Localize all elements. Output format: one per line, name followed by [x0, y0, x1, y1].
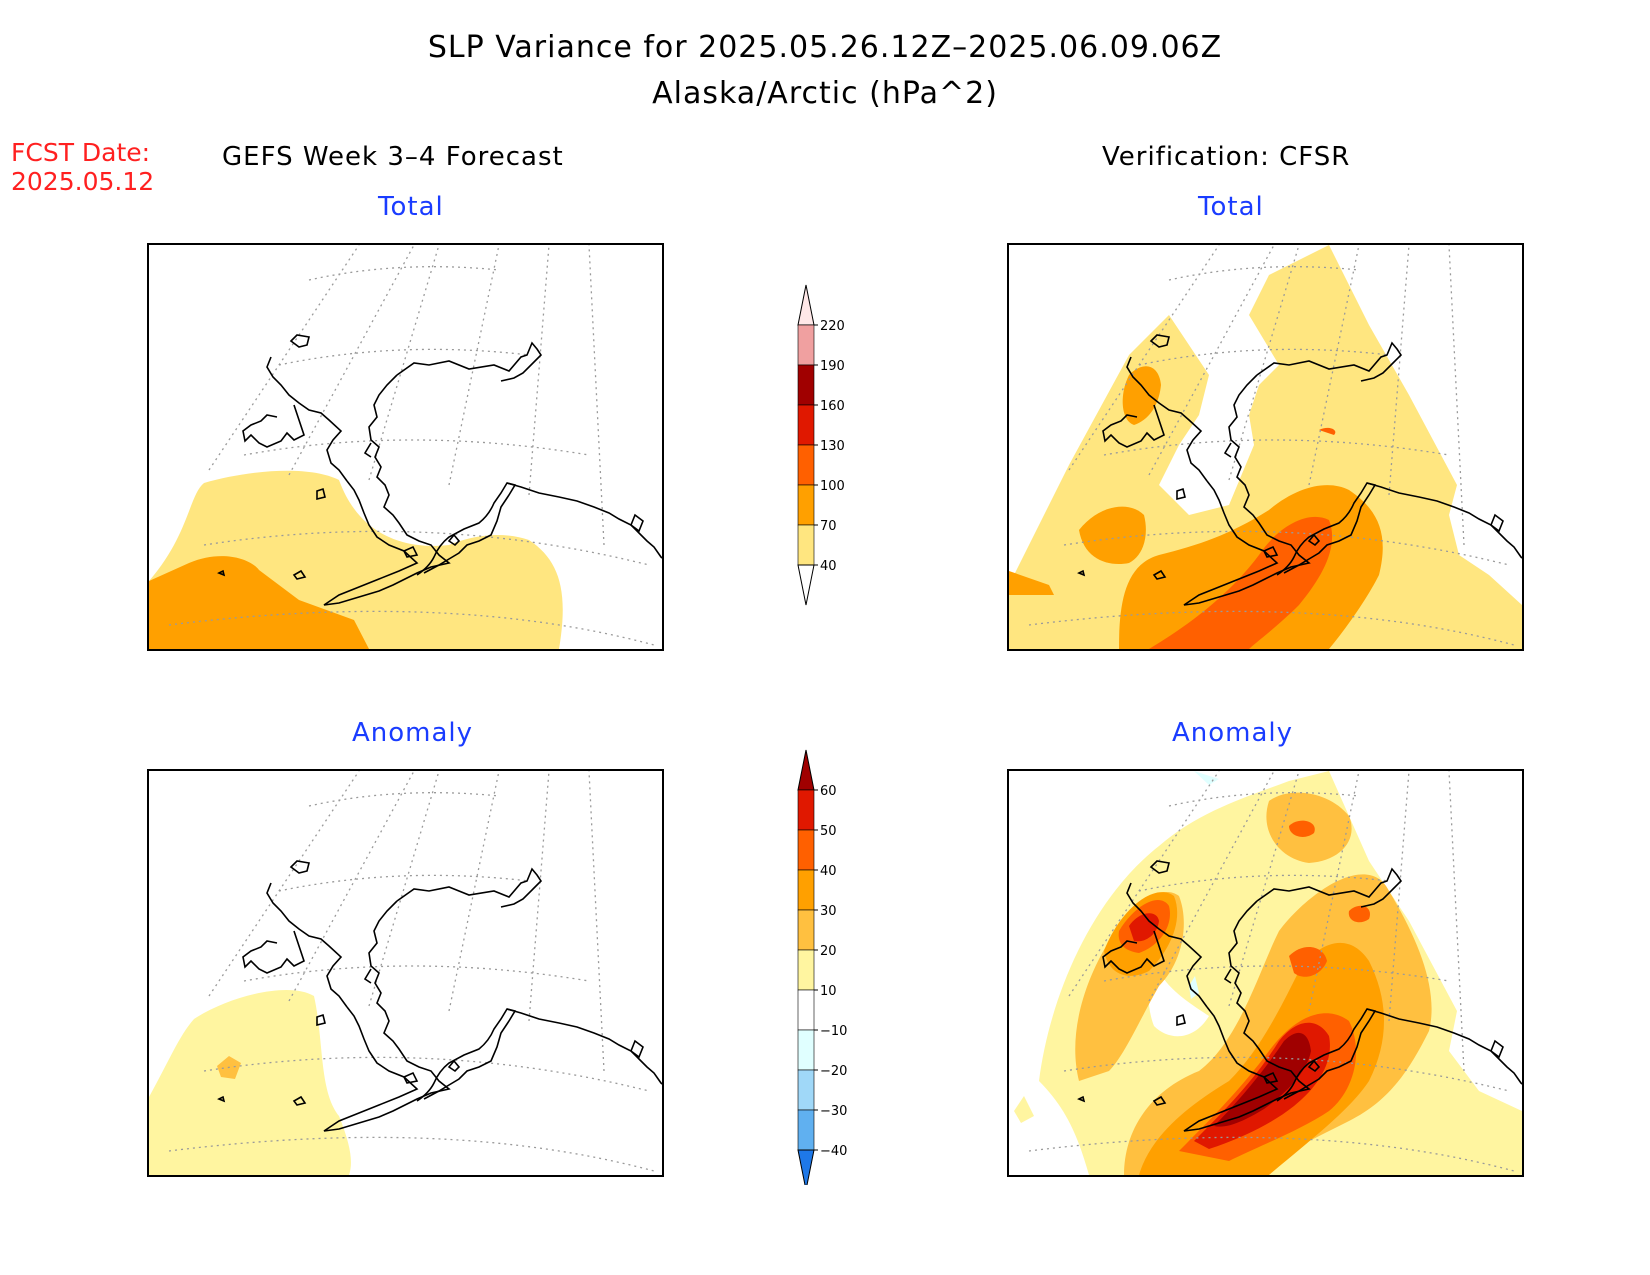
colorbar-total: 40 70 100 130 160 190 220: [797, 284, 845, 606]
map-cfsr-total: [1009, 245, 1522, 649]
colorbar-anomaly-box: [797, 869, 815, 911]
fcst-date-block: FCST Date: 2025.05.12: [11, 138, 154, 196]
map-cfsr-anomaly: [1014, 771, 1522, 1175]
left-column-header: GEFS Week 3–4 Forecast: [222, 142, 564, 172]
contour-40-50-north: [1289, 820, 1315, 837]
colorbar-anomaly-tick-label: −30: [820, 1104, 847, 1119]
colorbar-total-tick-label: 220: [820, 319, 845, 334]
contour-100-130-small: [1319, 427, 1336, 435]
main-title: SLP Variance for 2025.05.26.12Z–2025.06.…: [427, 30, 1223, 65]
contour-100-130-gulf: [1149, 516, 1333, 649]
colorbar-anomaly-box: [797, 1109, 815, 1151]
contour-40-50-ne: [1348, 905, 1370, 923]
colorbar-total-tick-label: 40: [820, 559, 837, 574]
colorbar-anomaly-box: [797, 789, 815, 831]
map-panel-gefs-anomaly: [147, 769, 664, 1177]
colorbar-total-bottom-triangle: [797, 564, 815, 606]
colorbar-anomaly-tick-label: 50: [820, 824, 837, 839]
map-panel-cfsr-total: [1007, 243, 1524, 651]
contour-10-20: [149, 989, 351, 1175]
map-gefs-total: [149, 245, 662, 649]
colorbar-anomaly-box: [797, 949, 815, 991]
contour-70-100-bering: [1079, 506, 1146, 565]
fcst-date-value: 2025.05.12: [11, 167, 155, 196]
colorbar-total-box: [797, 444, 815, 486]
colorbar-anomaly-box: [797, 1029, 815, 1071]
contour-60plus-east: [1214, 1032, 1311, 1127]
panel-title-top-right: Total: [1198, 192, 1264, 222]
panel-title-bottom-right: Anomaly: [1172, 718, 1294, 748]
panel-title-top-left: Total: [378, 192, 444, 222]
map-panel-gefs-total: [147, 243, 664, 651]
contour-70-100-southwest: [1009, 571, 1054, 595]
colorbar-anomaly-top-triangle: [797, 749, 815, 791]
contour-neg10-small: [1194, 771, 1219, 785]
contour-70-100-siberia: [1122, 366, 1161, 425]
map-panel-cfsr-anomaly: [1007, 769, 1524, 1177]
colorbar-total-box: [797, 484, 815, 526]
colorbar-anomaly-box: [797, 909, 815, 951]
colorbar-anomaly-tick-label: −20: [820, 1064, 847, 1079]
fcst-date-label: FCST Date:: [11, 138, 151, 167]
panel-title-bottom-left: Anomaly: [352, 718, 474, 748]
colorbar-anomaly-tick-label: 30: [820, 904, 837, 919]
colorbar-total-tick-label: 100: [820, 479, 845, 494]
colorbar-total-box: [797, 404, 815, 446]
colorbar-anomaly-tick-label: 20: [820, 944, 837, 959]
map-gefs-anomaly: [149, 771, 662, 1175]
contour-50-60-west: [1129, 913, 1159, 942]
contour-10-20-small: [1014, 1096, 1034, 1123]
colorbar-total-top-triangle: [797, 284, 815, 326]
colorbar-anomaly-tick-label: 60: [820, 784, 837, 799]
right-column-header: Verification: CFSR: [1102, 142, 1351, 172]
colorbar-total-box: [797, 324, 815, 366]
colorbar-anomaly-tick-label: −10: [820, 1024, 847, 1039]
contour-70-100: [149, 556, 369, 649]
colorbar-total-tick-label: 190: [820, 359, 845, 374]
colorbar-total-tick-label: 70: [820, 519, 837, 534]
colorbar-anomaly: 60 50 40 30 20 10 −10 −20 −30 −40: [797, 749, 847, 1185]
colorbar-anomaly-box: [797, 1069, 815, 1111]
colorbar-total-box: [797, 364, 815, 406]
colorbar-total-box: [797, 524, 815, 566]
main-subtitle: Alaska/Arctic (hPa^2): [652, 76, 998, 111]
colorbar-anomaly-box: [797, 829, 815, 871]
colorbar-anomaly-box: [797, 989, 815, 1031]
colorbar-anomaly-bottom-triangle: [797, 1149, 815, 1185]
colorbar-total-tick-label: 130: [820, 439, 845, 454]
colorbar-anomaly-tick-label: 10: [820, 984, 837, 999]
contour-30-40-east: [1139, 942, 1384, 1175]
colorbar-anomaly-tick-label: −40: [820, 1144, 847, 1159]
colorbar-anomaly-tick-label: 40: [820, 864, 837, 879]
colorbar-total-tick-label: 160: [820, 399, 845, 414]
